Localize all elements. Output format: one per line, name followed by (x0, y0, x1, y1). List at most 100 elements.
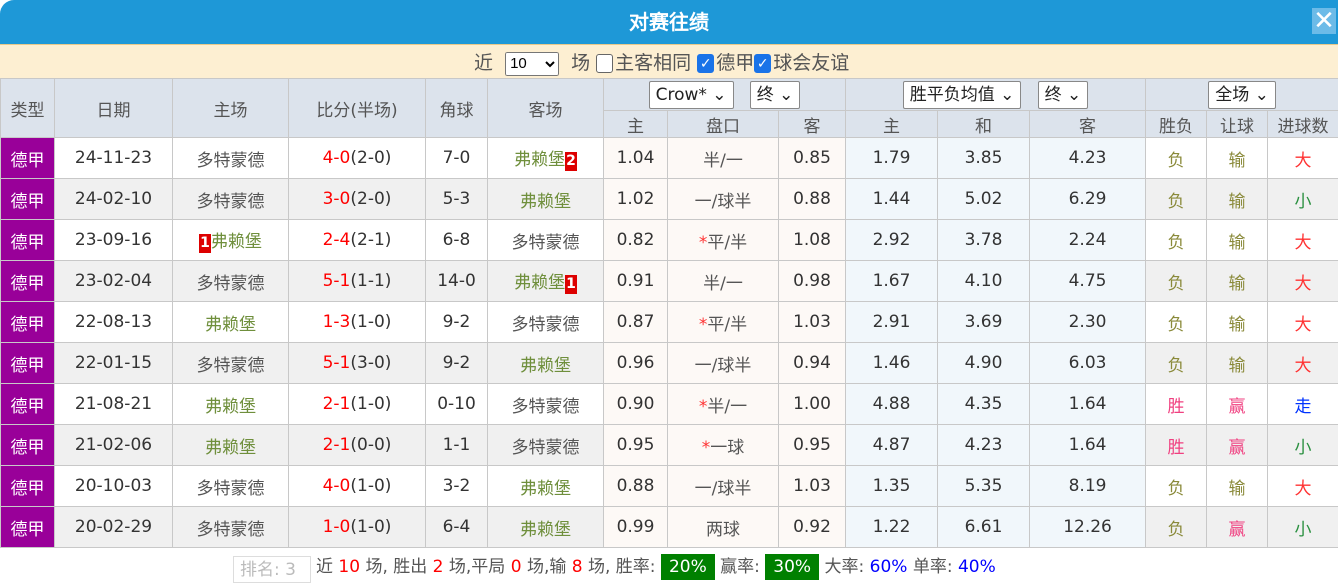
over-rate: 60% (870, 557, 908, 577)
home-team[interactable]: 弗赖堡 (205, 438, 256, 458)
home-team-cell[interactable]: 弗赖堡 (173, 425, 289, 466)
asian-away-odds: 0.94 (779, 343, 846, 384)
table-row: 德甲 24-11-23 多特蒙德 4-0(2-0) 7-0 弗赖堡2 1.04 … (1, 138, 1338, 179)
home-team-cell[interactable]: 弗赖堡 (173, 302, 289, 343)
asian-time-select[interactable]: 终 ⌄ (750, 81, 801, 109)
score-cell: 4-0(1-0) (289, 466, 426, 507)
league-cell[interactable]: 德甲 (1, 343, 55, 384)
table-row: 德甲 21-08-21 弗赖堡 2-1(1-0) 0-10 多特蒙德 0.90 … (1, 384, 1338, 425)
league-cell[interactable]: 德甲 (1, 466, 55, 507)
header-goals: 进球数 (1268, 111, 1338, 138)
league-cell[interactable]: 德甲 (1, 138, 55, 179)
league-cell[interactable]: 德甲 (1, 261, 55, 302)
away-team-cell[interactable]: 弗赖堡 (488, 466, 604, 507)
away-team[interactable]: 弗赖堡 (520, 192, 571, 212)
asian-line-text: 平/半 (707, 233, 747, 253)
euro-home-odds: 4.88 (846, 384, 938, 425)
league2-checkbox[interactable]: ✓ (754, 54, 771, 73)
league-cell[interactable]: 德甲 (1, 220, 55, 261)
away-team[interactable]: 多特蒙德 (512, 397, 580, 417)
handicap-result-cell: 赢 (1207, 384, 1268, 425)
euro-away-odds: 4.75 (1030, 261, 1146, 302)
half-time-score: (2-0) (350, 148, 391, 168)
date-cell: 20-10-03 (55, 466, 173, 507)
home-team[interactable]: 弗赖堡 (205, 397, 256, 417)
home-team[interactable]: 多特蒙德 (197, 479, 265, 499)
league1-checkbox[interactable]: ✓ (697, 54, 714, 73)
away-team-cell[interactable]: 弗赖堡 (488, 179, 604, 220)
home-team-cell[interactable]: 1弗赖堡 (173, 220, 289, 261)
home-team[interactable]: 弗赖堡 (211, 232, 262, 252)
away-team[interactable]: 弗赖堡 (520, 356, 571, 376)
home-team-cell[interactable]: 弗赖堡 (173, 384, 289, 425)
home-team[interactable]: 多特蒙德 (197, 274, 265, 294)
away-team-cell[interactable]: 弗赖堡1 (488, 261, 604, 302)
home-team[interactable]: 多特蒙德 (197, 192, 265, 212)
euro-away-odds: 8.19 (1030, 466, 1146, 507)
euro-home-odds: 1.22 (846, 507, 938, 548)
home-team[interactable]: 多特蒙德 (197, 151, 265, 171)
h2h-table: 类型 日期 主场 比分(半场) 角球 客场 Crow* ⌄ 终 ⌄ 胜平负均值 … (0, 78, 1338, 548)
league-cell[interactable]: 德甲 (1, 384, 55, 425)
league-cell[interactable]: 德甲 (1, 302, 55, 343)
header-corner: 角球 (426, 79, 488, 138)
same-home-checkbox[interactable] (596, 54, 613, 73)
same-home-label: 主客相同 (615, 52, 691, 74)
asian-line: 半/一 (668, 138, 779, 179)
close-icon[interactable]: ✕ (1312, 8, 1336, 34)
home-team[interactable]: 多特蒙德 (197, 356, 265, 376)
goals-result-cell: 走 (1268, 384, 1338, 425)
asian-away-odds: 0.98 (779, 261, 846, 302)
euro-home-odds: 1.44 (846, 179, 938, 220)
asian-company-select[interactable]: Crow* ⌄ (649, 81, 734, 109)
away-team[interactable]: 弗赖堡 (520, 479, 571, 499)
home-team-cell[interactable]: 多特蒙德 (173, 138, 289, 179)
away-team[interactable]: 多特蒙德 (512, 233, 580, 253)
away-team-cell[interactable]: 弗赖堡2 (488, 138, 604, 179)
home-team-cell[interactable]: 多特蒙德 (173, 261, 289, 302)
away-team[interactable]: 弗赖堡 (514, 273, 565, 293)
away-team[interactable]: 弗赖堡 (514, 150, 565, 170)
away-team[interactable]: 多特蒙德 (512, 315, 580, 335)
match-count-select[interactable]: 10 (505, 52, 559, 76)
cover-rate-badge: 30% (765, 554, 819, 580)
range-select[interactable]: 全场 ⌄ (1208, 81, 1276, 109)
home-team[interactable]: 弗赖堡 (205, 315, 256, 335)
euro-home-odds: 1.67 (846, 261, 938, 302)
home-team-cell[interactable]: 多特蒙德 (173, 507, 289, 548)
header-euro-home: 主 (846, 111, 938, 138)
home-team[interactable]: 多特蒙德 (197, 520, 265, 540)
league-cell[interactable]: 德甲 (1, 179, 55, 220)
away-team-cell[interactable]: 多特蒙德 (488, 302, 604, 343)
date-cell: 24-02-10 (55, 179, 173, 220)
away-team[interactable]: 弗赖堡 (520, 520, 571, 540)
away-team-cell[interactable]: 多特蒙德 (488, 384, 604, 425)
euro-away-odds: 6.03 (1030, 343, 1146, 384)
euro-home-odds: 1.35 (846, 466, 938, 507)
home-team-cell[interactable]: 多特蒙德 (173, 343, 289, 384)
home-team-cell[interactable]: 多特蒙德 (173, 466, 289, 507)
away-team-cell[interactable]: 多特蒙德 (488, 220, 604, 261)
header-away: 客场 (488, 79, 604, 138)
filter-bar: 近 10 场 主客相同 ✓德甲✓球会友谊 (0, 44, 1338, 78)
table-row: 德甲 21-02-06 弗赖堡 2-1(0-0) 1-1 多特蒙德 0.95 *… (1, 425, 1338, 466)
score-cell: 5-1(1-1) (289, 261, 426, 302)
away-team-cell[interactable]: 多特蒙德 (488, 425, 604, 466)
away-team-cell[interactable]: 弗赖堡 (488, 343, 604, 384)
summary-footer: 排名: 3 近 10 场, 胜出 2 场,平局 0 场,输 8 场, 胜率: 2… (0, 547, 1338, 585)
score-cell: 1-3(1-0) (289, 302, 426, 343)
home-team-cell[interactable]: 多特蒙德 (173, 179, 289, 220)
away-team[interactable]: 多特蒙德 (512, 438, 580, 458)
win-loss-cell: 负 (1146, 302, 1207, 343)
summary-wins: 2 (433, 557, 444, 577)
euro-away-odds: 1.64 (1030, 425, 1146, 466)
corner-cell: 14-0 (426, 261, 488, 302)
score-cell: 4-0(2-0) (289, 138, 426, 179)
league-cell[interactable]: 德甲 (1, 425, 55, 466)
euro-company-select[interactable]: 胜平负均值 ⌄ (903, 81, 1022, 109)
away-team-cell[interactable]: 弗赖堡 (488, 507, 604, 548)
euro-home-odds: 1.46 (846, 343, 938, 384)
rank-box: 排名: 3 (233, 556, 311, 583)
league-cell[interactable]: 德甲 (1, 507, 55, 548)
euro-time-select[interactable]: 终 ⌄ (1038, 81, 1089, 109)
